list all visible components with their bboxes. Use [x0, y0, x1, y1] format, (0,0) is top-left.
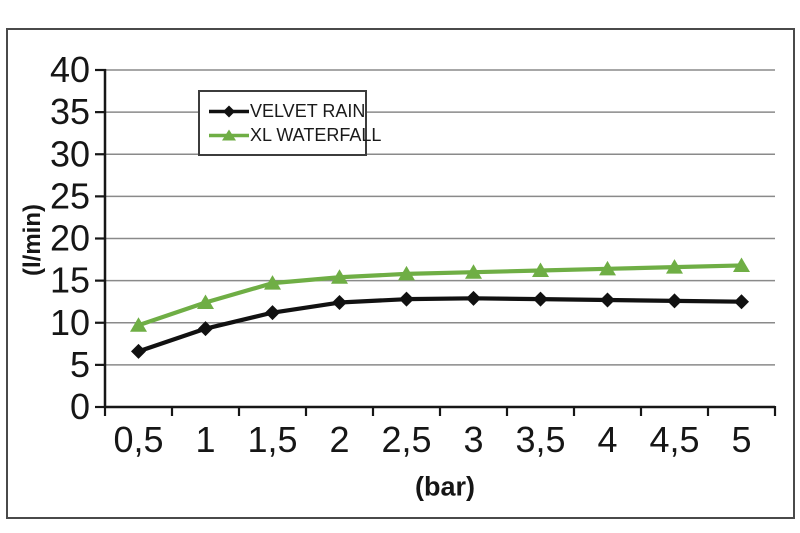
x-axis-title: (bar) [415, 471, 475, 502]
legend: VELVET RAIN XL WATERFALL [198, 90, 381, 156]
legend-label: VELVET RAIN [250, 100, 366, 121]
legend-item-velvet-rain: VELVET RAIN [208, 101, 365, 122]
legend-item-xl-waterfall: XL WATERFALL [208, 125, 381, 146]
legend-label: XL WATERFALL [250, 124, 382, 145]
legend-marker-triangle-icon [209, 129, 249, 141]
y-axis-title: (l/min) [19, 204, 46, 276]
chart-frame [6, 28, 795, 519]
legend-marker-diamond-icon [209, 105, 249, 118]
